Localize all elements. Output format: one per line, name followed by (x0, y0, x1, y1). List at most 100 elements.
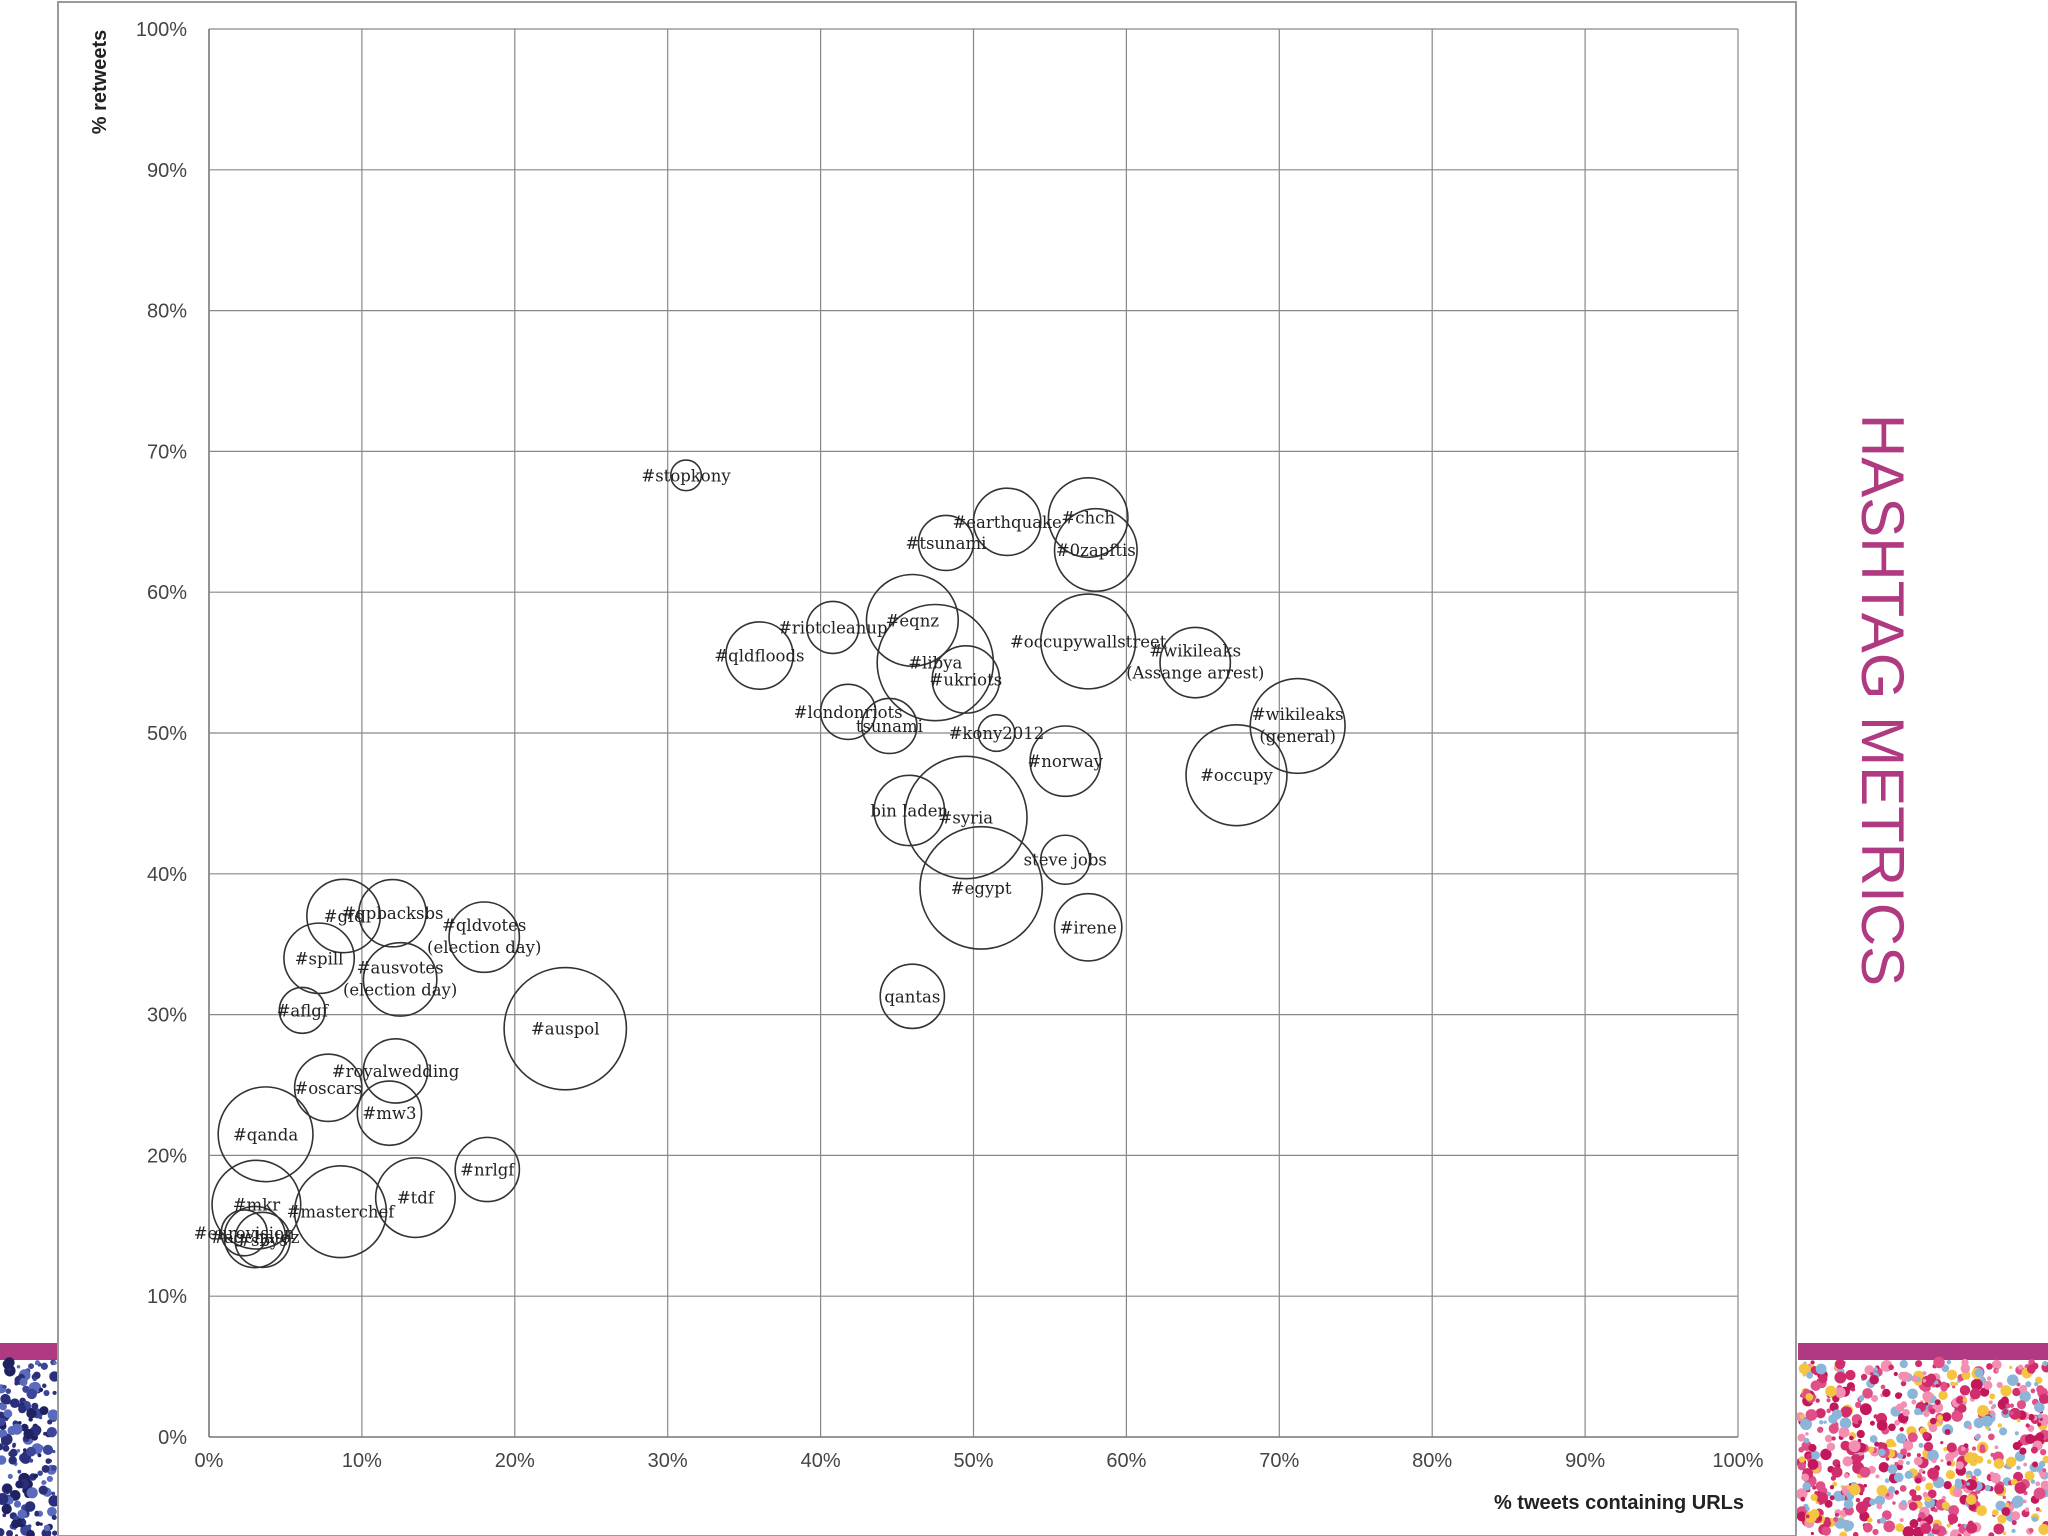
bubble-label: #wikileaks (1149, 642, 1241, 661)
decor-dot (1859, 1466, 1871, 1478)
decor-dot (0, 1393, 11, 1405)
decor-dot (51, 1491, 56, 1496)
bubble (217, 1086, 314, 1183)
decor-dot (12, 1444, 16, 1448)
decor-dot (47, 1419, 53, 1425)
decor-dot (1858, 1420, 1862, 1425)
decor-dot (1993, 1523, 2005, 1535)
decor-dot (42, 1383, 47, 1389)
bubble (503, 966, 628, 1091)
x-tick-label: 20% (495, 1450, 535, 1472)
decor-dot (21, 1519, 27, 1525)
decor-dot (40, 1362, 48, 1370)
decor-dot (1946, 1359, 1952, 1365)
decor-dot (17, 1469, 22, 1474)
bubble (356, 1080, 423, 1147)
decor-dot (1991, 1359, 2002, 1370)
x-tick-label: 40% (801, 1450, 841, 1472)
decor-dot (1888, 1423, 1896, 1432)
decor-dot (1896, 1433, 1907, 1444)
decor-dot (1895, 1523, 1905, 1532)
decor-dot (1909, 1519, 1919, 1528)
decor-dot (1810, 1493, 1818, 1502)
decor-dot (1922, 1378, 1927, 1383)
decor-dot (1981, 1415, 1993, 1427)
decor-dot (1832, 1481, 1838, 1487)
decor-dot (35, 1360, 40, 1365)
decor-dot (1824, 1434, 1833, 1443)
decor-dot (2010, 1478, 2018, 1486)
decor-dot (1977, 1404, 1989, 1417)
decor-dot (1970, 1378, 1983, 1391)
slide-title: HASHTAG METRICS (1849, 414, 1916, 986)
decor-dot (1871, 1394, 1879, 1402)
decor-dot (1888, 1364, 1894, 1371)
bubble-label: #stopkony (641, 466, 731, 485)
bubble (972, 487, 1042, 557)
decor-dot (2022, 1499, 2027, 1504)
decor-dot (1834, 1358, 1846, 1370)
decor-dot (1874, 1441, 1880, 1447)
decor-dot (1993, 1458, 2005, 1469)
bubble-label: #qpbacksbs (341, 904, 443, 923)
bubble-label: #aflgf (277, 1001, 330, 1020)
decor-dot (1920, 1523, 1932, 1534)
decor-dot (1902, 1526, 1915, 1536)
decor-dot (1815, 1363, 1827, 1375)
decor-dot (1911, 1375, 1919, 1383)
decor-dot (1814, 1490, 1819, 1495)
decor-dot (1997, 1423, 2002, 1428)
decor-dot (2014, 1481, 2027, 1494)
decor-dot (1946, 1442, 1957, 1453)
bubble (977, 713, 1016, 753)
decor-dot (1800, 1496, 1806, 1502)
bubble (358, 878, 427, 948)
y-tick-label: 80% (147, 301, 187, 323)
bubble-label-sub: (general) (1259, 727, 1336, 746)
decor-dot (26, 1487, 38, 1499)
decor-dot (1873, 1414, 1878, 1419)
decor-dot (8, 1456, 17, 1465)
decor-dot (1974, 1368, 1984, 1378)
decor-dot (35, 1521, 41, 1527)
decor-dot (1954, 1381, 1959, 1386)
decor-dot (1968, 1503, 1977, 1511)
decor-dot (1849, 1484, 1861, 1496)
decor-dot (2006, 1374, 2019, 1386)
x-tick-label: 50% (953, 1450, 993, 1472)
right-decoration (1795, 1343, 2048, 1536)
bubble (669, 459, 703, 492)
x-tick-label: 70% (1259, 1450, 1299, 1472)
decor-dot (1805, 1409, 1818, 1421)
decor-dot (2035, 1507, 2040, 1512)
decor-dot (1819, 1420, 1824, 1425)
y-tick-label: 100% (136, 19, 187, 41)
decor-dot (1852, 1531, 1859, 1536)
x-tick-label: 80% (1412, 1450, 1452, 1472)
decor-dot (1927, 1449, 1939, 1462)
decor-dot (1862, 1522, 1873, 1533)
decor-dot (1801, 1473, 1810, 1482)
decor-dot (1895, 1403, 1905, 1412)
decor-dot (2016, 1418, 2021, 1423)
decor-dot (1887, 1464, 1898, 1475)
decor-dot (1808, 1443, 1817, 1453)
decor-dot (16, 1365, 21, 1369)
bubble-label: #ukriots (930, 670, 1003, 689)
decor-dot (17, 1509, 27, 1519)
decor-dot (1815, 1481, 1826, 1491)
decor-dot (1986, 1459, 1992, 1465)
decor-dot (1928, 1423, 1938, 1433)
decor-dot (1897, 1392, 1903, 1398)
decor-dot (2, 1384, 7, 1390)
decor-dot (1821, 1526, 1832, 1536)
decor-dot (2016, 1400, 2027, 1410)
decor-dot (1983, 1380, 1993, 1390)
decor-dot (1973, 1417, 1985, 1429)
decor-dot (3, 1483, 12, 1493)
decor-dot (1795, 1488, 1808, 1500)
x-tick-label: 10% (342, 1450, 382, 1472)
decor-dot (1990, 1452, 1995, 1457)
decor-dot (1917, 1517, 1922, 1522)
decor-dot (1884, 1478, 1890, 1483)
